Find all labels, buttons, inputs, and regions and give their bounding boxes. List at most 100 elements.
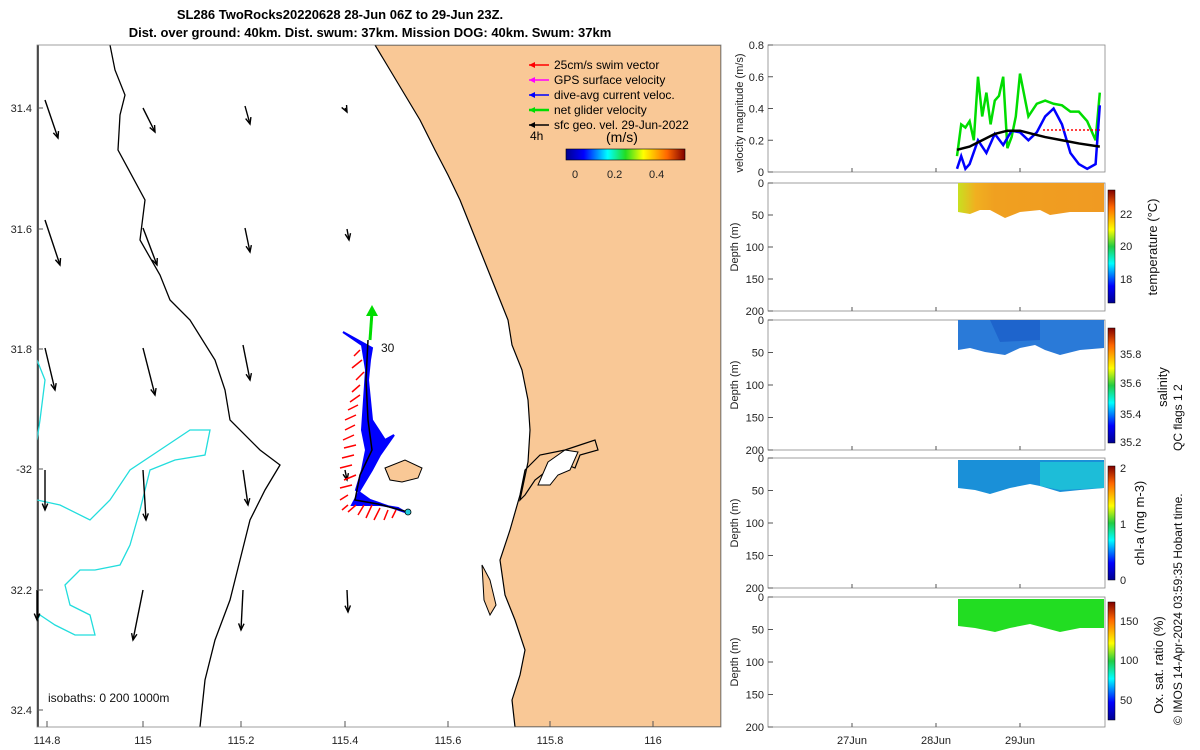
sal-cbar-352: 35.2 [1120, 437, 1141, 449]
geo-arrow-head [245, 244, 253, 254]
geostrophic-velocity-arrows [33, 99, 352, 642]
map-x-tick-label: 115 [134, 735, 152, 747]
geo-arrow-head [54, 257, 62, 267]
depth-tick-label: 100 [746, 518, 764, 530]
depth-tick-label: 100 [746, 242, 764, 254]
legend-label: GPS surface velocity [554, 73, 665, 87]
map-x-tick-label: 115.4 [332, 735, 359, 747]
chla-cbar-2: 2 [1120, 463, 1126, 475]
geo-arrow [244, 227, 251, 253]
geo-arrow [240, 589, 244, 631]
geo-arrow [142, 107, 156, 133]
geo-arrow [142, 347, 156, 396]
oxygen-ylabel: Depth (m) [729, 638, 741, 687]
depth-tick-label: 200 [746, 583, 764, 595]
geo-arrow [346, 228, 350, 241]
track-line [354, 339, 409, 513]
map-x-tick-label: 116 [644, 735, 662, 747]
colorbar-tick-2: 0.4 [649, 169, 664, 181]
isobath-legend: isobaths: 0 200 1000m [48, 691, 169, 705]
legend-arrow-head [529, 77, 535, 83]
geo-arrow-head [245, 116, 252, 126]
oxygen-field [958, 599, 1104, 632]
legend-label: sfc geo. vel. 29-Jun-2022 [554, 118, 689, 132]
time-tick-label: 29Jun [1005, 735, 1035, 747]
depth-tick-label: 150 [746, 413, 764, 425]
map-y-tick-label: 31.6 [11, 224, 32, 236]
legend-arrow-head [529, 122, 535, 128]
sal-cbar-356: 35.6 [1120, 378, 1141, 390]
geo-arrow-head [341, 104, 348, 114]
island [384, 459, 423, 483]
time-tick-label: 27Jun [837, 735, 867, 747]
temp-cbar-22: 22 [1120, 209, 1132, 221]
temperature-panel: Depth (m) 18 20 22 temperature (°C) [729, 182, 1160, 312]
depth-tick-label: 150 [746, 274, 764, 286]
depth-tick-label: 50 [752, 348, 764, 360]
legend-arrow-head [529, 107, 535, 113]
sal-cbar-354: 35.4 [1120, 409, 1141, 421]
chla-panel: Depth (m) 0 1 2 chl-a (mg m-3) [729, 457, 1147, 589]
island-south [481, 564, 497, 617]
chla-colorbar [1107, 465, 1116, 581]
depth-tick-label: 0 [758, 315, 764, 327]
isobath-200m [109, 45, 281, 727]
legend-arrow-head [529, 92, 535, 98]
depth-tick-label: 100 [746, 657, 764, 669]
geo-arrow [44, 219, 61, 266]
geo-arrow [346, 589, 349, 613]
depth-tick-label: 50 [752, 210, 764, 222]
depth-tick-label: 0 [758, 178, 764, 190]
sal-cbar-358: 35.8 [1120, 349, 1141, 361]
geo-arrow-head [243, 498, 251, 507]
map-x-tick-label: 114.8 [34, 735, 61, 747]
map-y-axis: 31.4 31.6 31.8 -32 32.2 32.4 [11, 103, 43, 717]
depth-tick-label: 50 [752, 486, 764, 498]
temperature-cbar-label: temperature (°C) [1145, 199, 1160, 296]
depth-axes: 0501001502000501001502000501001502000501… [746, 178, 773, 734]
depth-tick-label: 0 [758, 453, 764, 465]
geo-arrow-head [151, 257, 158, 267]
geo-arrow-head [50, 382, 57, 392]
salinity-panel: Depth (m) 35.2 35.4 35.6 35.8 salinity [729, 319, 1170, 451]
credit-text: © IMOS 14-Apr-2024 03:59:35 Hobart time. [1171, 493, 1185, 725]
net-glider-velocity-arrow [368, 311, 374, 341]
geo-arrow [244, 105, 251, 125]
isobath-cyan [37, 359, 211, 636]
dive-avg-current-track [342, 331, 406, 513]
chla-cbar-0: 0 [1120, 575, 1126, 587]
geo-arrow [142, 469, 147, 521]
time-tick-label: 28Jun [921, 735, 951, 747]
temperature-ylabel: Depth (m) [729, 223, 741, 272]
legend-arrow-head [529, 62, 535, 68]
depth-tick-label: 200 [746, 722, 764, 734]
map-y-tick-label: -32 [16, 464, 32, 476]
colorbar-units: (m/s) [606, 129, 638, 145]
geo-arrow-head [245, 373, 253, 382]
geo-arrow [44, 99, 59, 139]
geo-arrow-head [142, 513, 149, 522]
map-x-tick-label: 115.8 [537, 735, 564, 747]
velocity-series-line [955, 73, 1102, 157]
colorbar-tick-0: 0 [572, 169, 578, 181]
map-y-tick-label: 31.8 [11, 344, 32, 356]
geo-arrow [242, 344, 251, 381]
geo-arrow-head [344, 233, 352, 242]
temperature-colorbar [1107, 189, 1116, 304]
depth-tick-label: 0 [758, 592, 764, 604]
oxygen-cbar-label: Ox. sat. ratio (%) [1151, 616, 1166, 714]
ox-cbar-150: 150 [1120, 616, 1138, 628]
legend-label: dive-avg current veloc. [554, 88, 675, 102]
velocity-panel: 0 0.2 0.4 0.6 0.8 velocity magnitude (m/s) [734, 40, 1106, 179]
swim-vectors [339, 349, 397, 521]
vel-y-tick-label: 0.8 [749, 40, 764, 52]
geo-arrow-head [344, 605, 352, 614]
geo-arrow-head [149, 124, 156, 134]
geo-arrow-head [237, 623, 245, 632]
chla-cbar-1: 1 [1120, 519, 1126, 531]
depth-tick-label: 100 [746, 380, 764, 392]
legend-4h-label: 4h [530, 129, 543, 143]
